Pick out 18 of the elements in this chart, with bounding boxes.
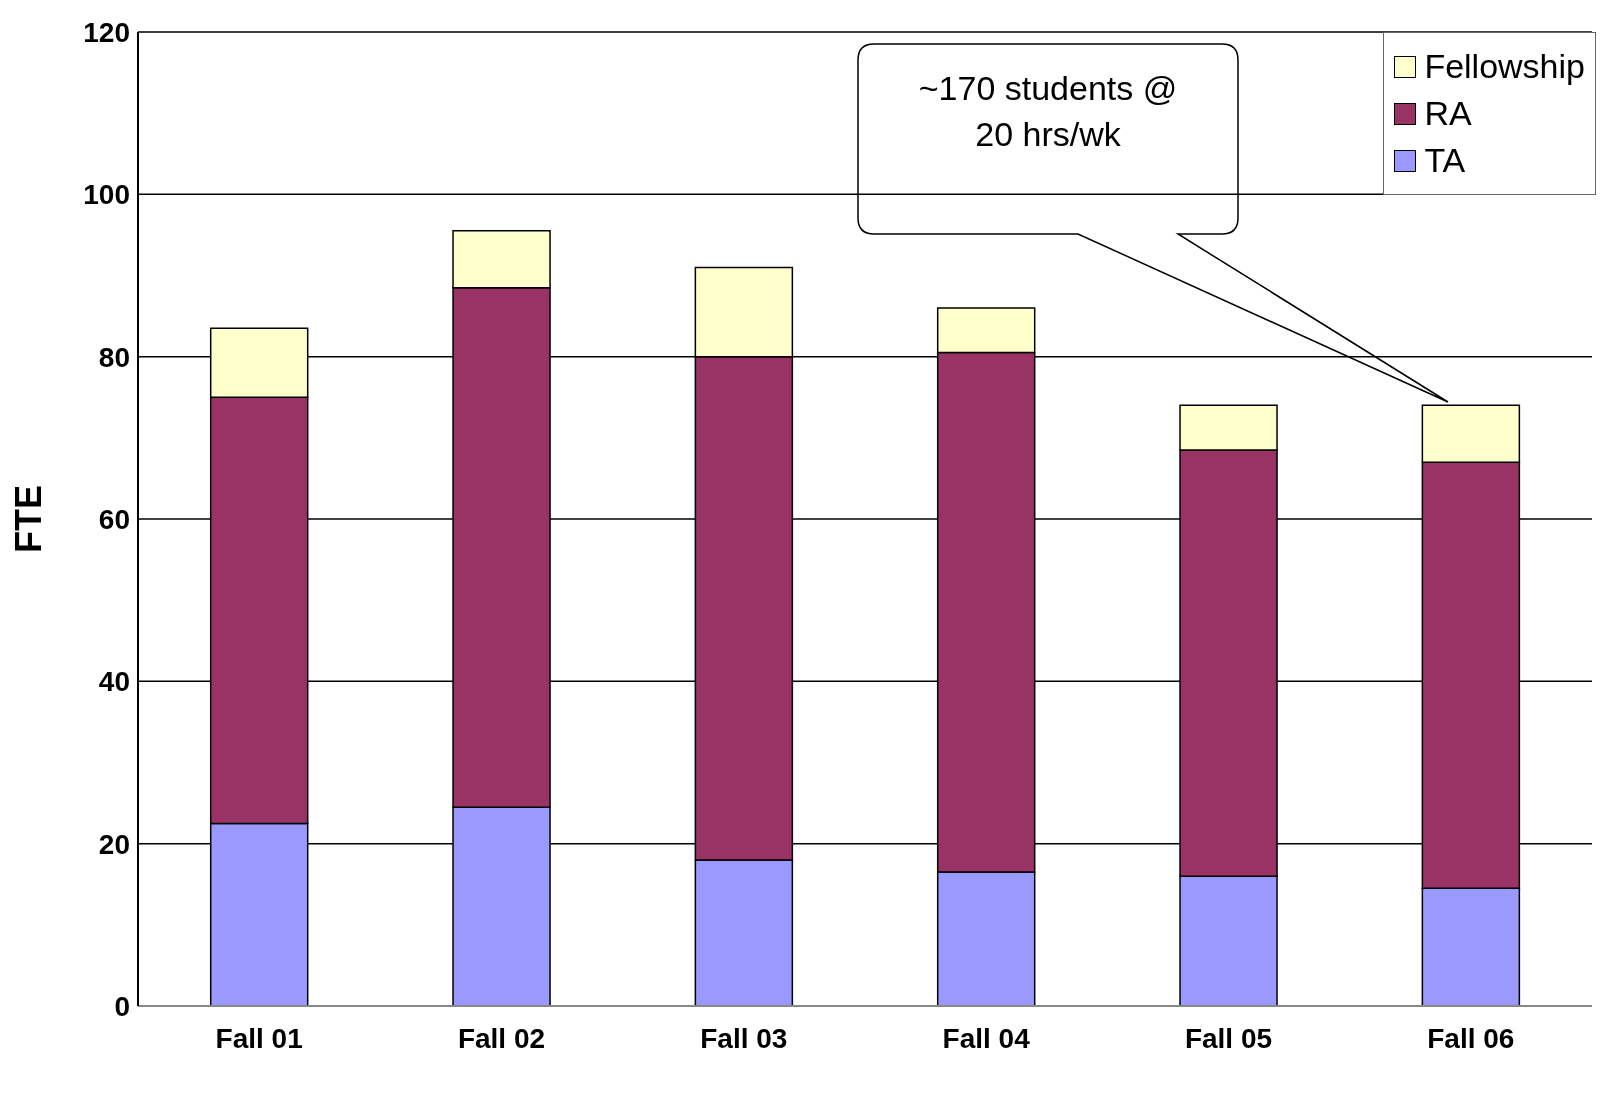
legend-label: Fellowship [1424, 47, 1585, 86]
y-tick-label: 0 [114, 990, 130, 1022]
legend-label: RA [1424, 94, 1472, 133]
y-tick-label: 100 [83, 179, 130, 211]
legend-label: TA [1424, 141, 1466, 180]
x-tick-label: Fall 04 [942, 1022, 1031, 1054]
x-tick-label: Fall 06 [1427, 1022, 1515, 1054]
y-tick-label: 80 [98, 341, 130, 373]
y-tick-label: 120 [83, 16, 130, 48]
y-tick-label: 60 [98, 503, 130, 535]
y-tick-label: 20 [98, 828, 130, 860]
y-axis-title: FTE [7, 485, 49, 553]
annotation: ~170 students @ 20 hrs/wk [918, 69, 1178, 153]
x-tick-label: Fall 02 [457, 1022, 546, 1054]
x-tick-label: Fall 03 [700, 1022, 788, 1054]
x-tick-label: Fall 05 [1184, 1022, 1273, 1054]
y-tick-label: 40 [98, 666, 130, 698]
x-tick-label: Fall 01 [215, 1022, 303, 1054]
